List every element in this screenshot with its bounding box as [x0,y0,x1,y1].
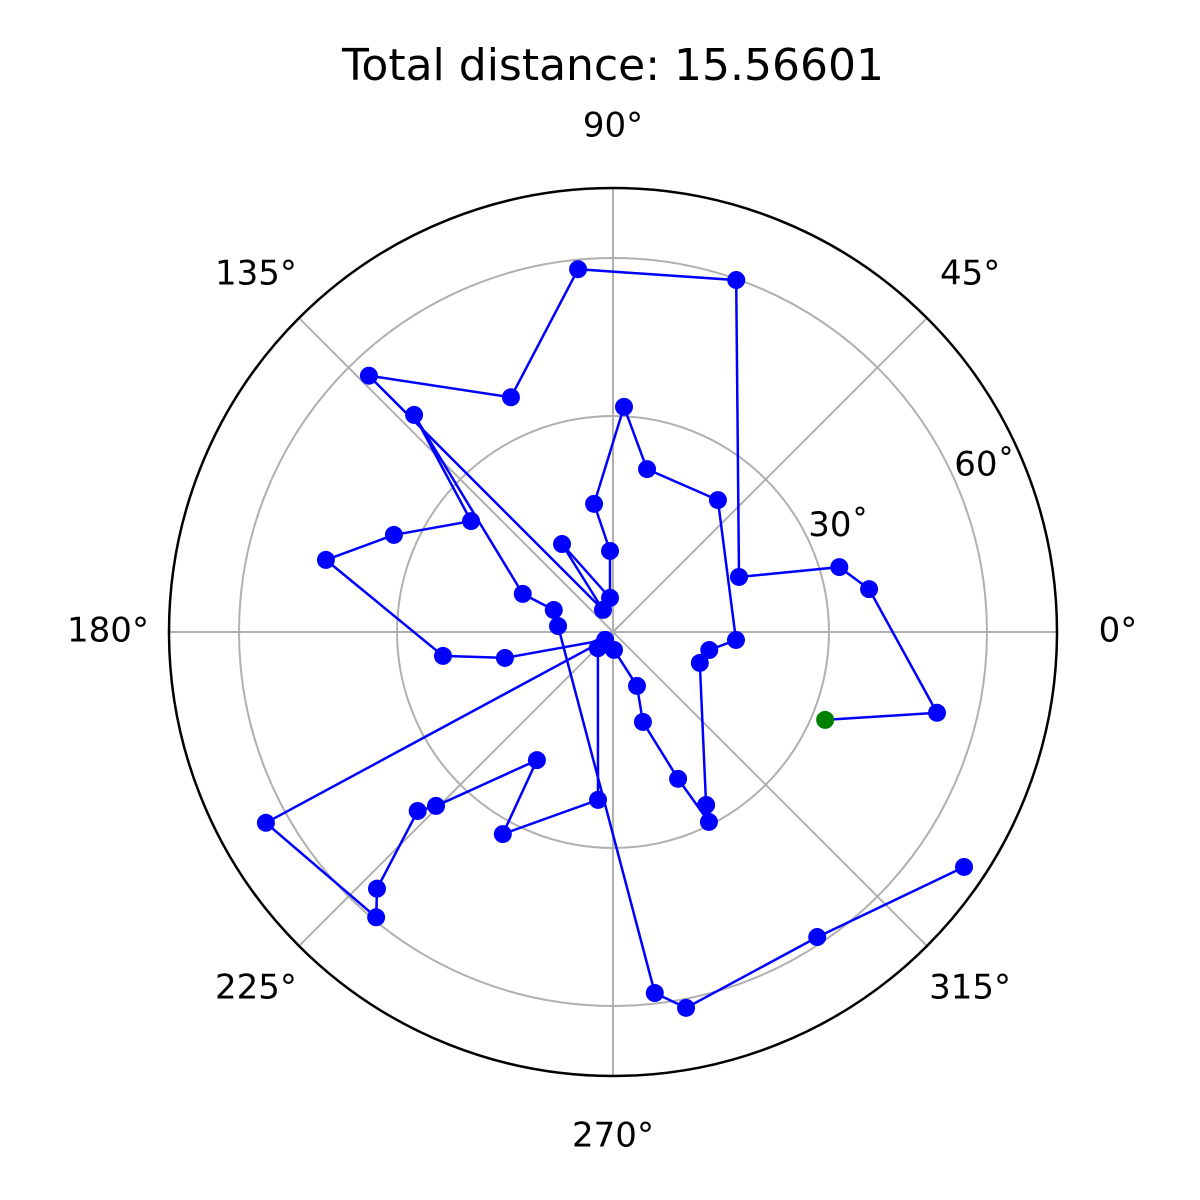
grid-line [298,631,614,947]
x-tick-label: 90° [583,106,643,146]
route-point [669,769,688,788]
route-point [405,405,424,424]
route-point [433,646,452,665]
route-point [427,796,446,815]
route-point [928,703,947,722]
grid-line [298,317,614,633]
x-tick-label: 135° [215,253,297,293]
route-point [601,541,620,560]
start-point [816,710,835,729]
route-point [708,491,727,510]
route-point [585,494,604,513]
route-point [729,567,748,586]
route-point [727,271,746,290]
route-point [601,588,620,607]
route-point [408,801,427,820]
route-point [615,397,634,416]
route-point [493,825,512,844]
grid-line [612,317,928,633]
route-point [633,712,652,731]
route-point [589,790,608,809]
route-point [527,751,546,770]
route-point [677,998,696,1017]
route-point [596,630,615,649]
x-tick-label: 315° [929,968,1011,1008]
route-point [544,600,563,619]
route-point [830,558,849,577]
grid-circle [238,257,988,1007]
x-tick-label: 225° [215,968,297,1008]
x-tick-label: 0° [1099,611,1138,651]
y-tick-label: 30˚ [808,505,868,545]
route-point [256,813,275,832]
route-point [462,512,481,531]
route-point [808,928,827,947]
route-point [501,388,520,407]
route-point [384,525,403,544]
x-tick-label: 45° [940,253,1000,293]
route-point [700,641,719,660]
route-point [690,653,709,672]
route-point [955,857,974,876]
route-point [638,460,657,479]
route-point [726,630,745,649]
route-point [627,676,646,695]
route-point [697,795,716,814]
route-point [495,648,514,667]
route-point [367,879,386,898]
grid-line [612,631,928,947]
polar-spine [167,186,1059,1078]
x-tick-label: 270° [572,1116,654,1156]
y-tick-label: 60˚ [954,445,1014,485]
route-point [699,812,718,831]
route-point [569,260,588,279]
grid-circle [396,415,830,849]
chart-title: Total distance: 15.56601 [341,40,884,91]
route-point [513,584,532,603]
route-point [860,580,879,599]
route-point [553,535,572,554]
route-point [645,984,664,1003]
route-point [316,550,335,569]
route-point [367,908,386,927]
route-point [549,617,568,636]
route-point [359,366,378,385]
x-tick-label: 180° [67,611,149,651]
